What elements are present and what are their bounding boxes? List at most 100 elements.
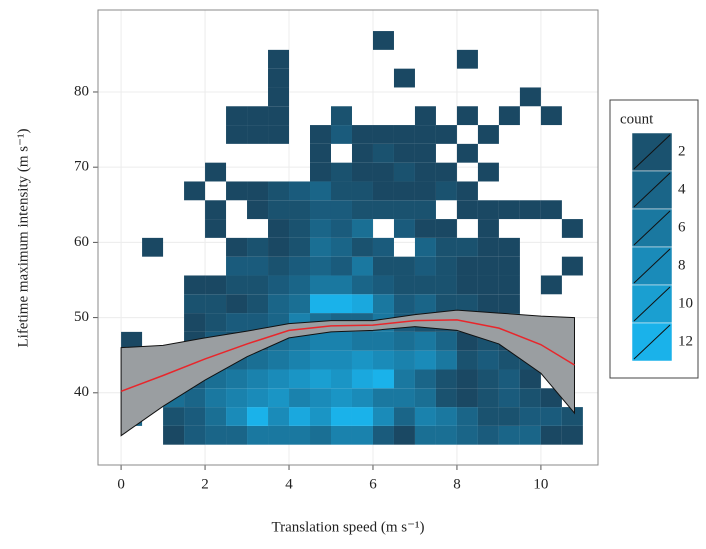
bin-tile — [268, 87, 290, 107]
y-tick-label: 60 — [74, 234, 89, 250]
bin-tile — [226, 237, 248, 257]
x-tick-label: 10 — [533, 476, 548, 492]
bin-tile — [205, 219, 227, 238]
bin-tile — [226, 294, 248, 314]
legend-label: 10 — [678, 295, 693, 311]
bin-tile — [372, 407, 394, 426]
bin-tile — [414, 331, 436, 351]
legend-title: count — [620, 111, 654, 127]
bin-tile — [351, 181, 373, 201]
bin-tile — [330, 331, 352, 351]
bin-tile — [435, 350, 457, 370]
bin-tile — [163, 407, 185, 426]
bin-tile — [393, 200, 415, 220]
legend-key-line — [633, 210, 671, 246]
bin-tile — [351, 350, 373, 370]
bin-tile — [351, 200, 373, 220]
bin-tile — [268, 256, 290, 276]
bin-tile — [268, 106, 290, 126]
bin-tile — [226, 388, 248, 408]
bin-tile — [456, 388, 478, 408]
bin-tile — [372, 200, 394, 220]
smooth-line — [120, 319, 575, 392]
bin-tile — [498, 237, 520, 257]
bin-tile — [184, 294, 206, 314]
bin-tile — [498, 256, 520, 276]
bin-tile — [247, 350, 269, 370]
bin-tile — [561, 407, 583, 426]
bin-tile — [435, 388, 457, 408]
bin-tile — [393, 219, 415, 238]
bin-tile — [226, 425, 248, 445]
bin-tile — [498, 294, 520, 314]
bin-tile — [268, 350, 290, 370]
bin-tile — [498, 369, 520, 389]
bin-tile — [393, 331, 415, 351]
bin-tile — [268, 369, 290, 389]
bin-tile — [456, 200, 478, 220]
bin-tile — [519, 87, 541, 107]
bin-tile — [456, 49, 478, 69]
bin-tile — [310, 407, 331, 426]
bin-tile — [456, 106, 478, 126]
bin-tile — [414, 275, 436, 295]
legend-label: 8 — [678, 257, 686, 273]
bin-tile — [372, 294, 394, 314]
bin-tile — [289, 219, 311, 238]
bin-tile — [414, 200, 436, 220]
bin-tile — [414, 162, 436, 182]
bin-tile — [330, 275, 352, 295]
bin-tile — [498, 388, 520, 408]
bin-tile — [205, 200, 227, 220]
bin-tile — [247, 275, 269, 295]
bin-tile — [393, 162, 415, 182]
bin-tile — [414, 237, 436, 257]
legend-key-line — [633, 324, 671, 360]
bin-tile — [414, 407, 436, 426]
bin-tile — [226, 407, 248, 426]
bin-tile — [435, 181, 457, 201]
bin-tile — [330, 237, 352, 257]
bin-tile — [393, 407, 415, 426]
x-tick-label: 4 — [285, 476, 293, 492]
bin-tile — [372, 350, 394, 370]
bin-tile — [184, 407, 206, 426]
bin-tile — [456, 143, 478, 163]
bin-tile — [310, 237, 331, 257]
bin-tile — [268, 275, 290, 295]
bin-tile — [247, 237, 269, 257]
bin-tile — [414, 106, 436, 126]
bin-tile — [477, 162, 499, 182]
bin-tile — [268, 181, 290, 201]
bin-tile — [519, 425, 541, 445]
bin-tile — [330, 200, 352, 220]
bin-tile — [289, 388, 311, 408]
bin-tile — [226, 369, 248, 389]
bin-tile — [289, 369, 311, 389]
y-tick-label: 70 — [74, 159, 89, 175]
bin-tile — [184, 181, 206, 201]
bin-tile — [498, 200, 520, 220]
bin-tile — [393, 68, 415, 88]
x-tick-label: 0 — [117, 476, 125, 492]
bin-tile — [310, 350, 331, 370]
bin-tile — [226, 313, 248, 332]
bin-tile — [540, 275, 562, 295]
bin-tile — [330, 369, 352, 389]
bin-tile — [205, 294, 227, 314]
bin-tile — [456, 256, 478, 276]
bin-tile — [330, 125, 352, 144]
bin-tile — [310, 143, 331, 163]
bin-tile — [372, 31, 394, 50]
bin-tile — [456, 237, 478, 257]
bin-tile — [289, 425, 311, 445]
bin-tile — [477, 275, 499, 295]
bin-tile — [435, 294, 457, 314]
confidence-band — [120, 309, 575, 437]
bin-tile — [330, 350, 352, 370]
bin-tile — [163, 425, 185, 445]
bin-tile — [393, 350, 415, 370]
bin-tile — [372, 143, 394, 163]
bin-tile — [498, 275, 520, 295]
bin-tile — [289, 407, 311, 426]
